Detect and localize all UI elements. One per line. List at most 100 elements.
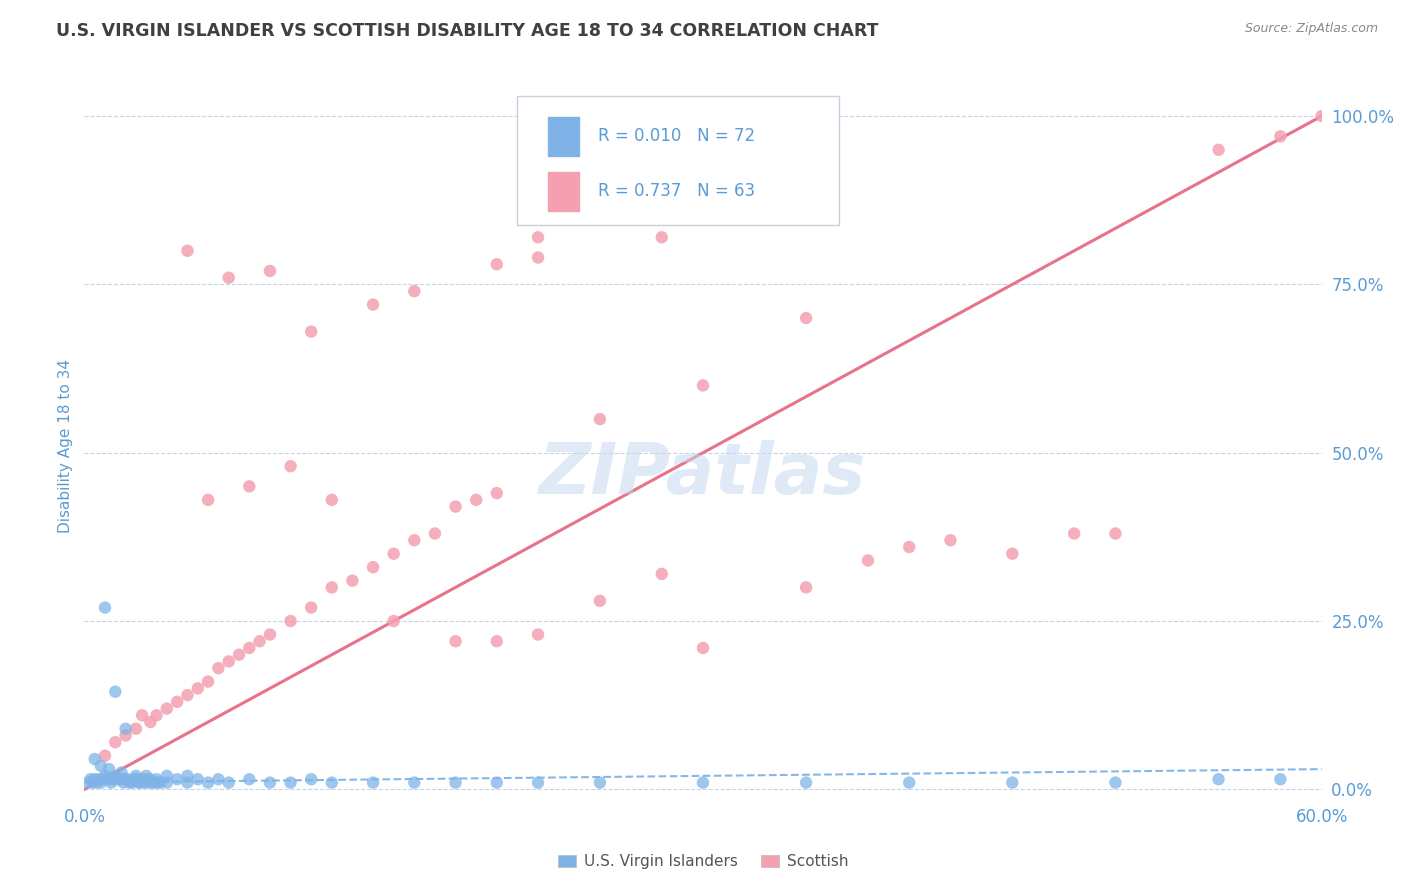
Point	[112, 775, 135, 789]
Legend: U.S. Virgin Islanders, Scottish: U.S. Virgin Islanders, Scottish	[551, 848, 855, 875]
Point	[404, 775, 426, 789]
Point	[83, 752, 105, 766]
Point	[166, 695, 188, 709]
Point	[1104, 526, 1126, 541]
Point	[1208, 772, 1230, 787]
Point	[118, 775, 141, 789]
Point	[280, 775, 302, 789]
Text: U.S. VIRGIN ISLANDER VS SCOTTISH DISABILITY AGE 18 TO 34 CORRELATION CHART: U.S. VIRGIN ISLANDER VS SCOTTISH DISABIL…	[56, 22, 879, 40]
Point	[1001, 775, 1024, 789]
Bar	[548, 117, 579, 156]
Point	[187, 681, 209, 696]
Point	[131, 708, 153, 723]
Point	[104, 769, 127, 783]
Point	[228, 648, 250, 662]
Point	[444, 775, 467, 789]
Point	[444, 634, 467, 648]
Point	[77, 775, 100, 789]
Point	[145, 708, 167, 723]
Point	[465, 492, 488, 507]
Point	[692, 378, 714, 392]
Point	[485, 634, 508, 648]
Point	[259, 627, 281, 641]
Point	[794, 580, 817, 594]
Point	[527, 627, 550, 641]
Point	[94, 769, 117, 783]
Point	[110, 772, 132, 787]
Point	[108, 772, 131, 787]
Point	[299, 600, 322, 615]
Point	[127, 775, 149, 789]
Point	[527, 775, 550, 789]
Point	[105, 772, 128, 787]
Point	[207, 661, 229, 675]
Point	[692, 640, 714, 655]
Point	[527, 230, 550, 244]
Point	[207, 772, 229, 787]
Point	[98, 762, 121, 776]
Point	[589, 412, 612, 426]
Point	[939, 533, 962, 548]
Point	[361, 298, 384, 312]
Point	[121, 775, 143, 789]
Point	[104, 684, 127, 698]
Bar	[548, 172, 579, 211]
Point	[139, 772, 162, 787]
Point	[423, 526, 446, 541]
Point	[117, 772, 139, 787]
Point	[249, 634, 271, 648]
Point	[280, 459, 302, 474]
Point	[1310, 109, 1333, 123]
Point	[794, 311, 817, 326]
Point	[321, 580, 343, 594]
Point	[218, 775, 240, 789]
Point	[104, 735, 127, 749]
Point	[651, 230, 673, 244]
Point	[321, 775, 343, 789]
Point	[485, 486, 508, 500]
Point	[176, 244, 198, 258]
Point	[94, 600, 117, 615]
Point	[342, 574, 364, 588]
Point	[125, 772, 148, 787]
Point	[382, 614, 405, 628]
Point	[176, 775, 198, 789]
Point	[218, 655, 240, 669]
Point	[527, 251, 550, 265]
Point	[299, 772, 322, 787]
Point	[131, 772, 153, 787]
Point	[794, 775, 817, 789]
Point	[238, 640, 260, 655]
Point	[136, 775, 159, 789]
Point	[299, 325, 322, 339]
Point	[1063, 526, 1085, 541]
Point	[96, 772, 118, 787]
Point	[404, 284, 426, 298]
Text: ZIPatlas: ZIPatlas	[540, 440, 866, 509]
Point	[114, 772, 136, 787]
Point	[141, 775, 163, 789]
Point	[898, 775, 921, 789]
Point	[898, 540, 921, 554]
Point	[122, 772, 145, 787]
Point	[485, 257, 508, 271]
Point	[361, 775, 384, 789]
Point	[1270, 772, 1292, 787]
Text: R = 0.737   N = 63: R = 0.737 N = 63	[598, 182, 755, 200]
Point	[110, 765, 132, 780]
Point	[197, 492, 219, 507]
Point	[139, 714, 162, 729]
Point	[238, 479, 260, 493]
Point	[321, 492, 343, 507]
Point	[148, 775, 170, 789]
Point	[114, 722, 136, 736]
Point	[166, 772, 188, 787]
Point	[589, 594, 612, 608]
Point	[82, 775, 104, 789]
Point	[143, 775, 166, 789]
Text: R = 0.010   N = 72: R = 0.010 N = 72	[598, 128, 755, 145]
Point	[129, 775, 152, 789]
Point	[259, 264, 281, 278]
Point	[135, 769, 157, 783]
Point	[156, 701, 179, 715]
